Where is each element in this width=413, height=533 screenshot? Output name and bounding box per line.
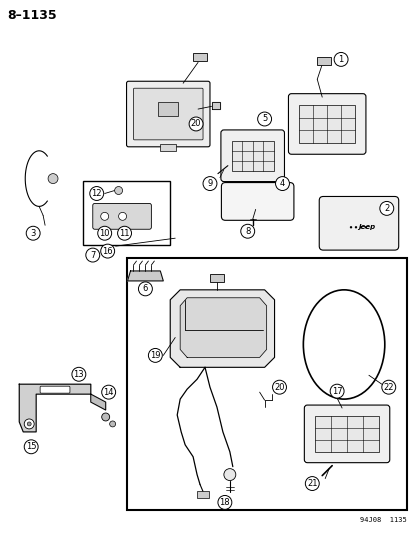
Circle shape bbox=[272, 380, 286, 394]
Circle shape bbox=[223, 469, 235, 481]
Text: 94J08  1135: 94J08 1135 bbox=[359, 517, 406, 523]
Text: 16: 16 bbox=[102, 247, 113, 256]
Circle shape bbox=[202, 176, 216, 190]
Text: 18: 18 bbox=[219, 498, 230, 507]
Circle shape bbox=[109, 421, 115, 427]
Text: 5: 5 bbox=[261, 115, 266, 124]
Text: Jeep: Jeep bbox=[358, 224, 375, 230]
Circle shape bbox=[100, 244, 114, 258]
FancyBboxPatch shape bbox=[221, 183, 293, 220]
Circle shape bbox=[333, 52, 347, 66]
Circle shape bbox=[138, 282, 152, 296]
Text: 10: 10 bbox=[99, 229, 110, 238]
Polygon shape bbox=[19, 384, 90, 432]
Polygon shape bbox=[180, 298, 266, 358]
Bar bbox=[315, 416, 378, 452]
Text: 7: 7 bbox=[90, 251, 95, 260]
Circle shape bbox=[379, 201, 393, 215]
FancyBboxPatch shape bbox=[221, 130, 284, 182]
Polygon shape bbox=[127, 271, 163, 281]
Circle shape bbox=[364, 226, 366, 229]
FancyBboxPatch shape bbox=[40, 386, 70, 393]
Polygon shape bbox=[211, 102, 219, 109]
Text: 8: 8 bbox=[244, 227, 250, 236]
Text: 22: 22 bbox=[382, 383, 393, 392]
Circle shape bbox=[100, 212, 108, 220]
Text: 20: 20 bbox=[273, 383, 284, 392]
Circle shape bbox=[305, 477, 318, 490]
Circle shape bbox=[381, 380, 395, 394]
Bar bbox=[192, 53, 206, 61]
FancyBboxPatch shape bbox=[304, 405, 389, 463]
Text: 14: 14 bbox=[103, 387, 114, 397]
Circle shape bbox=[148, 349, 162, 362]
Text: 19: 19 bbox=[150, 351, 160, 360]
Circle shape bbox=[102, 385, 115, 399]
FancyBboxPatch shape bbox=[288, 94, 365, 154]
Circle shape bbox=[189, 117, 202, 131]
Text: 8–1135: 8–1135 bbox=[7, 9, 57, 22]
Circle shape bbox=[27, 422, 31, 426]
Circle shape bbox=[114, 187, 122, 195]
Circle shape bbox=[330, 384, 343, 398]
Bar bbox=[299, 104, 354, 143]
Text: 6: 6 bbox=[142, 284, 148, 293]
FancyBboxPatch shape bbox=[133, 88, 202, 140]
Circle shape bbox=[26, 227, 40, 240]
Text: 4: 4 bbox=[279, 179, 285, 188]
Circle shape bbox=[118, 212, 126, 220]
Text: 13: 13 bbox=[74, 370, 84, 379]
Bar bbox=[316, 58, 330, 66]
Bar bbox=[83, 181, 170, 245]
Text: 17: 17 bbox=[331, 386, 342, 395]
Text: 12: 12 bbox=[91, 189, 102, 198]
FancyBboxPatch shape bbox=[93, 204, 151, 229]
Circle shape bbox=[275, 176, 289, 190]
Bar bbox=[126, 258, 406, 511]
Circle shape bbox=[217, 496, 231, 510]
Circle shape bbox=[90, 187, 103, 200]
Text: 21: 21 bbox=[306, 479, 317, 488]
Text: 1: 1 bbox=[338, 55, 343, 64]
Text: 9: 9 bbox=[207, 179, 212, 188]
Circle shape bbox=[97, 227, 112, 240]
Bar bbox=[158, 102, 178, 116]
Bar bbox=[209, 274, 223, 282]
Circle shape bbox=[240, 224, 254, 238]
Polygon shape bbox=[170, 290, 274, 367]
FancyBboxPatch shape bbox=[126, 81, 209, 147]
Circle shape bbox=[117, 227, 131, 240]
Text: 15: 15 bbox=[26, 442, 36, 451]
Circle shape bbox=[349, 226, 351, 229]
Circle shape bbox=[85, 248, 100, 262]
Circle shape bbox=[257, 112, 271, 126]
Circle shape bbox=[24, 419, 34, 429]
Circle shape bbox=[48, 174, 58, 183]
Circle shape bbox=[24, 440, 38, 454]
Circle shape bbox=[354, 226, 356, 229]
Text: 11: 11 bbox=[119, 229, 130, 238]
Text: 2: 2 bbox=[383, 204, 389, 213]
Circle shape bbox=[102, 413, 109, 421]
Text: 20: 20 bbox=[190, 119, 201, 128]
FancyBboxPatch shape bbox=[318, 197, 398, 250]
Circle shape bbox=[72, 367, 85, 381]
Bar bbox=[231, 141, 273, 171]
Bar bbox=[160, 144, 176, 151]
Circle shape bbox=[359, 226, 361, 229]
Text: 3: 3 bbox=[31, 229, 36, 238]
Polygon shape bbox=[90, 394, 105, 410]
Bar bbox=[197, 491, 209, 498]
